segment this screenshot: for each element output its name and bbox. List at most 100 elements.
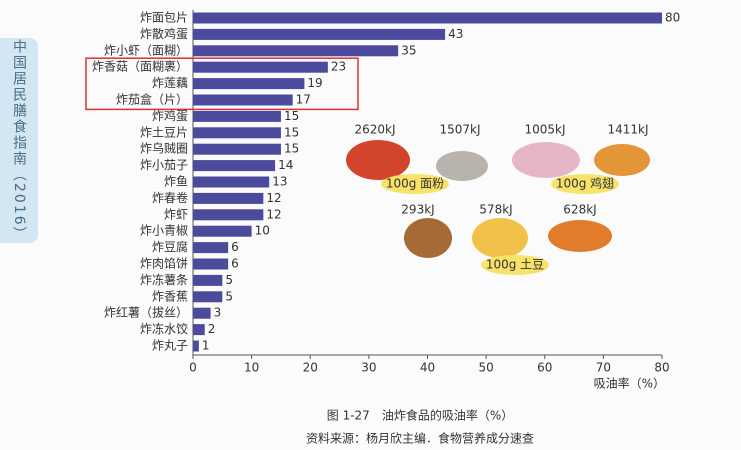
y-tick-label: 炸冻水饺	[140, 321, 188, 336]
bar	[193, 94, 293, 106]
value-label: 23	[331, 60, 346, 74]
y-tick-label: 炸面包片	[140, 11, 188, 25]
bar	[193, 160, 276, 172]
y-tick-label: 炸红薯（拔丝）	[104, 305, 188, 320]
starburst	[481, 255, 549, 275]
x-tick-label: 10	[244, 361, 259, 375]
bar	[193, 61, 328, 73]
y-tick-label: 炸肉馅饼	[140, 256, 188, 271]
y-tick-label: 炸豆腐	[152, 239, 188, 254]
y-tick-label: 炸鸡蛋	[152, 108, 188, 123]
value-label: 10	[255, 224, 270, 238]
food-pictures	[346, 140, 650, 275]
value-label: 17	[296, 93, 311, 107]
value-label: 1	[202, 339, 210, 353]
value-label: 13	[272, 175, 287, 189]
bar	[193, 45, 399, 57]
food-image	[472, 218, 528, 258]
annotation: 100g 鸡翅	[556, 176, 614, 191]
caption: 图 1-27 油炸食品的吸油率（%）	[327, 408, 513, 423]
food-image	[404, 218, 452, 258]
y-tick-label: 炸土豆片	[140, 125, 188, 139]
food-image	[436, 151, 488, 181]
x-tick-label: 60	[537, 361, 552, 375]
value-label: 15	[284, 125, 299, 139]
annotation: 1507kJ	[439, 123, 480, 137]
side-tab: 中国居民膳食指南（2016）	[0, 38, 38, 243]
annotation: 1005kJ	[524, 123, 565, 137]
x-tick-label: 30	[361, 361, 376, 375]
annotation: 2620kJ	[354, 123, 395, 137]
y-tick-label: 炸茄盒（片）	[116, 92, 188, 107]
value-label: 43	[448, 27, 463, 41]
y-tick-label: 炸乌贼圈	[140, 141, 188, 156]
bar	[193, 143, 281, 155]
x-tick-label: 50	[478, 361, 493, 375]
bar	[193, 291, 223, 303]
x-tick-label: 0	[189, 361, 197, 375]
bar	[193, 209, 264, 221]
food-image	[548, 220, 612, 252]
annotation: 293kJ	[401, 203, 434, 217]
food-image	[594, 144, 650, 176]
y-tick-label: 炸香蕉	[152, 289, 188, 303]
bar	[193, 340, 199, 352]
value-label: 12	[266, 207, 281, 221]
annotation: 578kJ	[479, 203, 512, 217]
value-label: 6	[231, 257, 239, 271]
y-tick-label: 炸散鸡蛋	[140, 26, 188, 41]
bar	[193, 110, 281, 122]
y-tick-label: 炸鱼	[164, 175, 188, 189]
y-tick-label: 炸小茄子	[140, 158, 188, 172]
bar	[193, 324, 205, 336]
y-tick-label: 炸冻薯条	[140, 272, 188, 287]
value-label: 3	[214, 306, 222, 320]
y-tick-label: 炸香菇（面糊裹）	[92, 59, 188, 74]
annotation: 1411kJ	[607, 123, 648, 137]
food-image	[512, 142, 580, 178]
bar	[193, 192, 264, 204]
x-axis-label: 吸油率（%）	[594, 376, 665, 391]
starburst	[551, 174, 619, 194]
bar	[193, 127, 281, 139]
x-tick-label: 70	[596, 361, 611, 375]
value-label: 14	[278, 158, 293, 172]
y-tick-label: 炸春卷	[152, 190, 188, 205]
value-label: 2	[208, 322, 216, 336]
bar	[193, 28, 446, 40]
y-tick-label: 炸小青椒	[140, 224, 188, 238]
bar	[193, 12, 662, 24]
bar	[193, 242, 229, 254]
annotation: 100g 土豆	[486, 258, 544, 272]
value-label: 6	[231, 240, 239, 254]
value-label: 80	[665, 11, 680, 25]
annotation: 628kJ	[563, 203, 596, 217]
value-label: 35	[401, 43, 416, 57]
y-tick-label: 炸莲藕	[152, 76, 188, 90]
y-tick-label: 炸小虾（面糊）	[104, 42, 188, 57]
bar	[193, 78, 305, 90]
y-tick-label: 炸虾	[164, 207, 188, 221]
value-label: 5	[225, 289, 233, 303]
y-tick-label: 炸丸子	[152, 339, 188, 353]
value-label: 15	[284, 109, 299, 123]
value-label: 12	[266, 191, 281, 205]
x-tick-label: 20	[303, 361, 318, 375]
value-label: 19	[307, 76, 322, 90]
bar	[193, 176, 270, 188]
bar	[193, 225, 252, 237]
value-label: 5	[225, 273, 233, 287]
source: 资料来源：杨月欣主编．食物营养成分速查	[306, 431, 534, 446]
starburst	[381, 174, 449, 194]
value-label: 15	[284, 142, 299, 156]
x-tick-label: 80	[654, 361, 669, 375]
x-tick-label: 40	[420, 361, 435, 375]
annotation: 100g 面粉	[386, 177, 444, 191]
bar	[193, 307, 211, 319]
highlight-box	[85, 57, 359, 111]
bar	[193, 258, 229, 270]
food-image	[346, 140, 410, 180]
bar	[193, 274, 223, 286]
